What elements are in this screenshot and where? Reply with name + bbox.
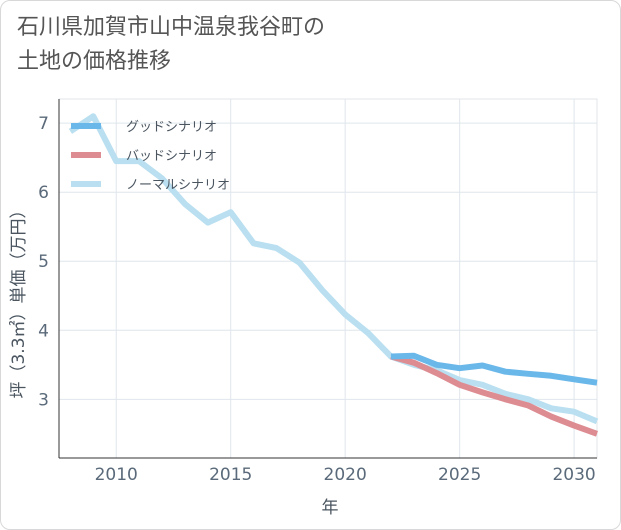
series-line-1: [390, 352, 598, 386]
x-tick-label: 2020: [324, 465, 367, 485]
series-line-3: [68, 113, 599, 425]
legend-label-1: グッドシナリオ: [126, 120, 217, 135]
y-tick-label: 5: [38, 252, 49, 272]
x-tick-label: 2010: [95, 465, 138, 485]
grid-lines: [59, 99, 597, 458]
legend-label-3: ノーマルシナリオ: [126, 178, 230, 193]
chart-title: 石川県加賀市山中温泉我谷町の 土地の価格推移: [17, 11, 437, 79]
x-tick-label: 2025: [438, 465, 481, 485]
axis-lines: [58, 99, 597, 459]
legend-label-2: バッドシナリオ: [126, 149, 217, 164]
x-tick-label: 2030: [552, 465, 595, 485]
y-tick-label: 4: [38, 321, 49, 341]
series-line-2: [390, 353, 599, 437]
y-tick-label: 6: [38, 183, 49, 203]
y-tick-label: 7: [38, 114, 49, 134]
chart-title-line1: 石川県加賀市山中温泉我谷町の: [17, 15, 326, 40]
y-axis-title: 坪（3.3㎡）単価（万円）: [9, 201, 29, 398]
y-tick-labels: 3 4 5 6 7: [38, 114, 49, 410]
x-tick-label: 2015: [209, 465, 252, 485]
x-tick-labels: 2010 2015 2020 2025 2030: [95, 465, 596, 485]
y-tick-label: 3: [38, 390, 49, 410]
x-axis-title: 年: [322, 498, 339, 518]
chart-title-line2: 土地の価格推移: [17, 49, 172, 74]
series-lines: [68, 113, 599, 437]
